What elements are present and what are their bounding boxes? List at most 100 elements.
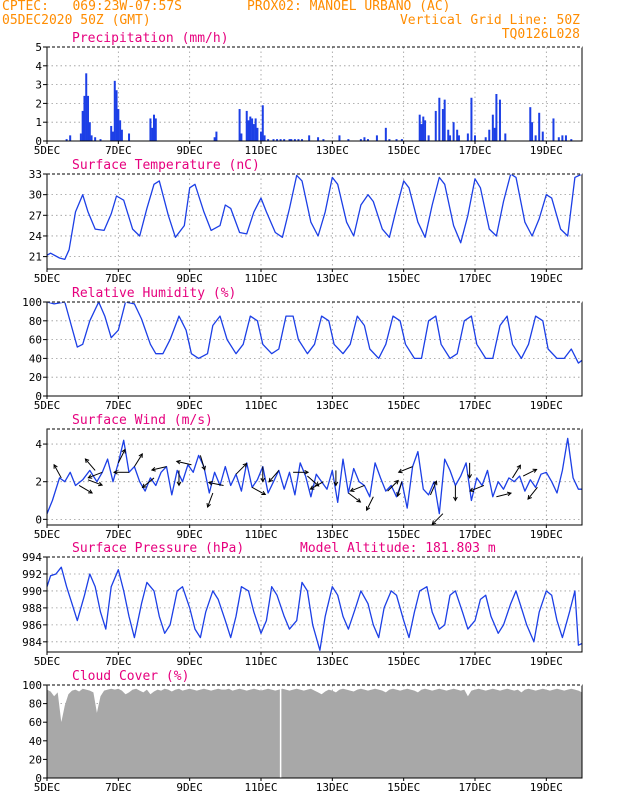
ytick-label-rh: 20 <box>29 371 42 384</box>
precip-bar <box>504 133 507 141</box>
ytick-label-rh: 40 <box>29 352 42 365</box>
precip-bar <box>69 135 72 141</box>
precip-bar <box>388 139 391 141</box>
wind-arrow-head <box>453 496 458 502</box>
xtick-label-wind: 13DEC <box>316 528 349 541</box>
wind-arrow-head <box>207 480 213 486</box>
precip-bar <box>322 139 325 141</box>
ytick-label-wind: 0 <box>35 513 42 526</box>
xtick-label-wind: 5DEC <box>34 528 61 541</box>
precip-bar <box>308 135 311 141</box>
precip-bar <box>252 124 255 141</box>
pres-title: Surface Pressure (hPa) <box>72 541 244 556</box>
precip-bar <box>447 129 450 141</box>
precip-bar <box>115 90 118 141</box>
xtick-label-temp: 5DEC <box>34 272 61 285</box>
precip-bar <box>531 122 534 141</box>
wind-arrow-head <box>242 462 248 468</box>
precip-bar <box>538 112 541 141</box>
cloud-area <box>47 688 582 778</box>
ytick-label-rh: 0 <box>35 390 42 403</box>
precip-bar <box>443 99 446 141</box>
wind-arrow <box>431 513 444 525</box>
wind-arrow <box>208 482 224 486</box>
wind-arrow <box>142 477 155 488</box>
precip-bar <box>557 137 560 141</box>
ytick-label-temp: 27 <box>29 209 42 222</box>
wind-arrow-head <box>141 483 147 489</box>
wind-arrow <box>53 464 62 479</box>
precip-bar <box>213 137 216 141</box>
precip-bar <box>215 131 218 141</box>
precip-bar <box>263 135 266 141</box>
precip-bar <box>491 114 494 141</box>
ytick-label-wind: 2 <box>35 476 42 489</box>
precip-bar <box>395 139 398 141</box>
wind-arrow-head <box>516 464 521 470</box>
ytick-label-cloud: 40 <box>29 735 42 748</box>
precip-bar <box>420 124 423 141</box>
precip-bar <box>254 118 257 141</box>
precip-bar <box>338 135 341 141</box>
wind-arrow-head <box>201 465 206 471</box>
wind-arrow-head <box>150 467 156 472</box>
xtick-label-pres: 17DEC <box>458 655 491 668</box>
wind-arrow <box>522 468 537 477</box>
precip-bar <box>418 114 421 141</box>
precip-bar <box>251 118 254 141</box>
wind-arrow-head <box>469 487 475 492</box>
precip-bar <box>375 135 378 141</box>
ytick-label-precip: 0 <box>35 135 42 148</box>
precip-bar <box>495 94 498 141</box>
xtick-label-precip: 11DEC <box>244 144 277 157</box>
precip-bar <box>359 139 362 141</box>
ytick-label-temp: 30 <box>29 189 42 202</box>
xtick-label-pres: 11DEC <box>244 655 277 668</box>
precip-bar <box>438 97 441 141</box>
precip-bar <box>529 107 532 141</box>
ytick-label-temp: 33 <box>29 168 42 181</box>
wind-arrow-head <box>532 468 538 473</box>
rh-series-line <box>46 301 583 364</box>
wind-arrow-head <box>261 490 267 495</box>
wind-arrow <box>496 492 512 498</box>
ytick-label-precip: 1 <box>35 116 42 129</box>
precip-bar <box>422 116 425 141</box>
ytick-label-pres: 990 <box>22 585 42 598</box>
precip-bar <box>561 135 564 141</box>
xtick-label-rh: 13DEC <box>316 399 349 412</box>
precip-bar <box>90 135 93 141</box>
precip-bar <box>384 127 387 141</box>
wind-arrow <box>350 485 365 492</box>
precip-bar <box>470 97 473 141</box>
wind-arrow <box>307 475 319 487</box>
wind-arrow <box>527 487 538 500</box>
xtick-label-cloud: 13DEC <box>316 781 349 794</box>
precip-bar <box>367 139 369 141</box>
wind-arrow-head <box>356 498 362 503</box>
ytick-label-precip: 3 <box>35 79 42 92</box>
precip-bar <box>249 116 252 141</box>
precip-bar <box>293 139 296 141</box>
wind-arrow-head <box>366 506 371 512</box>
ytick-label-cloud: 0 <box>35 772 42 785</box>
precip-bar <box>99 139 102 141</box>
xtick-label-wind: 7DEC <box>105 528 132 541</box>
precip-bar <box>427 135 430 141</box>
wind-arrow <box>398 466 413 473</box>
pres-frame <box>46 556 583 653</box>
precip-bar <box>128 133 131 141</box>
wind-arrow <box>87 479 103 486</box>
precip-bar <box>363 137 366 141</box>
precip-title: Precipitation (mm/h) <box>72 31 229 46</box>
xtick-label-temp: 15DEC <box>387 272 420 285</box>
precip-bar <box>474 135 476 141</box>
wind-arrow-head <box>349 487 355 492</box>
temp-frame <box>46 173 583 270</box>
precip-bar <box>113 80 116 141</box>
wind-arrow <box>366 496 374 511</box>
precip-bar <box>424 120 427 141</box>
xtick-label-cloud: 15DEC <box>387 781 420 794</box>
precip-bar <box>247 120 250 141</box>
